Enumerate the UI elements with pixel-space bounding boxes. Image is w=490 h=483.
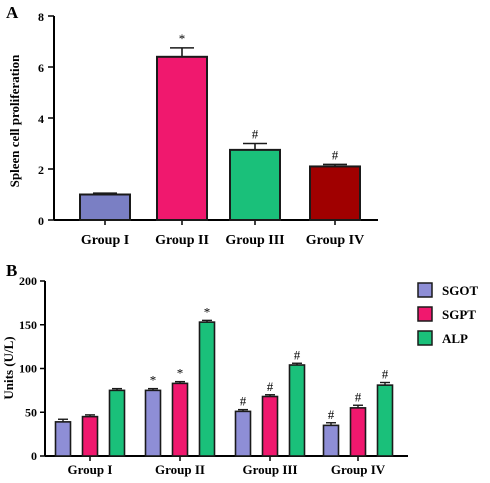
panel-a-y-tick-label: 2: [38, 163, 44, 177]
panel-a-significance-mark: *: [179, 31, 186, 46]
legend-label-sgpt: SGPT: [442, 307, 476, 322]
panel-b-significance-mark: #: [240, 394, 247, 409]
panel-a-letter: A: [6, 3, 19, 22]
panel-b-bar-sgpt: [349, 407, 367, 457]
legend-swatch-sgot: [417, 282, 433, 298]
panel-a-x-tick-label: Group I: [81, 233, 129, 248]
panel-a-x-tick-label: Group IV: [306, 233, 364, 248]
panel-b-x-tick-label: Group I: [68, 462, 113, 477]
panel-b-significance-mark: #: [294, 347, 301, 362]
panel-b-y-tick-label: 150: [19, 318, 37, 332]
legend-swatch-sgpt: [417, 306, 433, 322]
panel-a-bar: [156, 55, 208, 221]
panel-b-significance-mark: *: [204, 304, 211, 319]
panel-a-x-tick-label: Group II: [155, 233, 209, 248]
panel-b-y-tick-label: 100: [19, 362, 37, 376]
panel-b-significance-mark: *: [150, 373, 157, 388]
panel-b-bar-sgpt: [261, 395, 279, 457]
panel-b-y-axis-title: Units (U/L): [1, 336, 16, 399]
panel-a-bar: [229, 148, 281, 221]
panel-b-bar-sgot: [234, 410, 252, 457]
panel-b-y-tick-label: 50: [25, 405, 37, 419]
panel-b-significance-mark: #: [382, 367, 389, 382]
panel-b-bar-alp: [376, 384, 394, 457]
panel-a-x-tick-label: Group III: [225, 233, 284, 248]
panel-a-significance-mark: #: [332, 147, 339, 162]
panel-b-x-tick-label: Group IV: [331, 462, 386, 477]
panel-b-chart: 0 50 100 150 200 Group I Group II * * * Group III #…: [19, 274, 408, 477]
panel-a-bar: [79, 193, 131, 221]
panel-b-bar-alp: [108, 389, 126, 457]
panel-a-bar: [309, 165, 361, 221]
panel-b-bar-sgpt: [171, 382, 189, 457]
panel-b-legend: SGOT SGPT ALP: [417, 282, 478, 346]
panel-a-y-tick-label: 8: [38, 10, 44, 24]
legend-label-sgot: SGOT: [442, 283, 478, 298]
panel-a-chart: 0 2 4 6 8 Group I Group II * Group III # Group IV #: [38, 10, 378, 248]
panel-b-bar-alp: [288, 364, 306, 457]
panel-a-significance-mark: #: [252, 127, 259, 142]
panel-b-significance-mark: *: [177, 366, 184, 381]
panel-a-y-axis-title: Spleen cell proliferation: [7, 54, 22, 187]
panel-b-bar-sgot: [54, 421, 72, 457]
panel-b-y-tick-label: 200: [19, 274, 37, 288]
panel-a-y-tick-label: 0: [38, 214, 44, 228]
panel-b-bar-sgot: [144, 389, 162, 457]
panel-b-bar-sgpt: [81, 415, 99, 457]
panel-b-x-tick-label: Group III: [242, 462, 297, 477]
legend-swatch-alp: [417, 330, 433, 346]
panel-b-significance-mark: #: [355, 389, 362, 404]
panel-b-significance-mark: #: [328, 407, 335, 422]
panel-b-letter: B: [6, 261, 17, 280]
panel-b-significance-mark: #: [267, 379, 274, 394]
panel-b-bar-alp: [198, 321, 216, 457]
panel-b-x-tick-label: Group II: [155, 462, 205, 477]
legend-label-alp: ALP: [442, 331, 468, 346]
panel-a-y-tick-label: 4: [38, 112, 44, 126]
panel-a-y-tick-label: 6: [38, 61, 44, 75]
panel-b-y-tick-label: 0: [31, 449, 37, 463]
panel-b-bar-sgot: [322, 424, 340, 457]
